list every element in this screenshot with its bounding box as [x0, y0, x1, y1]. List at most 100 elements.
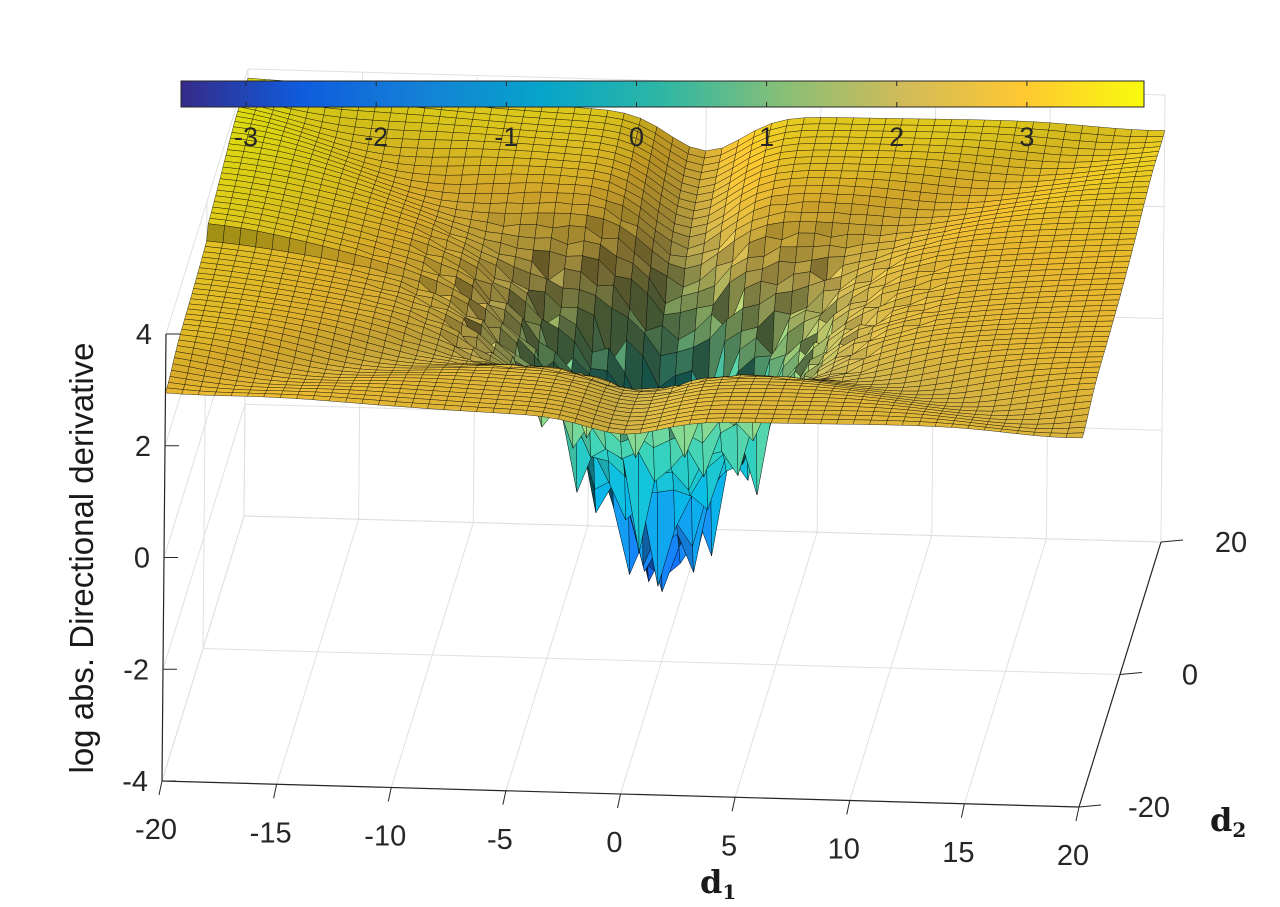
colorbar-gradient	[180, 80, 1145, 108]
surface-patch	[525, 174, 545, 184]
surface-patch	[729, 396, 748, 401]
surface-patch	[414, 156, 433, 167]
surface-patch	[339, 374, 358, 378]
surface-patch	[1069, 295, 1089, 302]
surface-patch	[778, 246, 798, 264]
surface-patch	[1097, 187, 1117, 195]
surface-patch	[837, 185, 856, 196]
surface-patch	[377, 400, 397, 407]
surface-patch	[1118, 232, 1138, 240]
surface-patch	[854, 415, 873, 421]
surface-patch	[755, 413, 775, 419]
surface-patch	[427, 174, 447, 185]
surface-patch	[810, 156, 829, 164]
surface-patch	[512, 157, 531, 167]
surface-patch	[406, 106, 426, 116]
x-tick-mark	[387, 787, 392, 802]
surface-patch	[1072, 222, 1091, 230]
surface-patch	[848, 130, 868, 138]
surface-patch	[799, 212, 819, 223]
surface-patch	[825, 163, 844, 172]
surface-patch	[865, 214, 884, 226]
surface-patch	[1057, 161, 1076, 169]
surface-patch	[963, 132, 982, 141]
surface-patch	[881, 215, 900, 226]
x-tick-mark	[731, 797, 736, 812]
surface-patch	[1058, 211, 1078, 219]
colorbar-tick-label: 1	[759, 122, 774, 152]
surface-patch	[466, 140, 485, 150]
surface-patch	[1090, 278, 1109, 285]
x-tick-label: 5	[721, 830, 737, 862]
surface-patch	[918, 191, 938, 203]
surface-patch	[1054, 346, 1074, 353]
surface-patch	[1128, 136, 1148, 144]
surface-patch	[726, 404, 745, 410]
surface-patch	[839, 410, 858, 416]
surface-patch	[415, 147, 435, 158]
surface-patch	[1039, 285, 1059, 293]
surface-patch	[966, 119, 985, 127]
surface-patch	[427, 403, 446, 410]
surface-patch	[853, 186, 872, 197]
surface-patch	[1130, 186, 1149, 194]
surface-patch	[1082, 245, 1102, 252]
surface-patch	[1029, 322, 1049, 329]
surface-patch	[371, 374, 391, 378]
surface-patch	[1096, 256, 1115, 263]
surface-patch	[804, 185, 823, 194]
surface-patch	[930, 131, 950, 140]
surface-patch	[1086, 351, 1105, 358]
surface-patch	[826, 156, 846, 164]
surface-patch	[463, 156, 482, 167]
surface-patch	[1070, 228, 1090, 236]
surface-patch	[355, 374, 375, 378]
surface-patch	[1043, 145, 1063, 156]
surface-patch	[837, 414, 857, 421]
surface-patch	[892, 157, 911, 167]
surface-patch	[1112, 192, 1132, 200]
surface-patch	[1083, 305, 1102, 312]
surface-patch	[946, 397, 965, 404]
surface-patch	[1078, 199, 1097, 207]
surface-patch	[830, 136, 850, 144]
surface-patch	[476, 174, 496, 185]
surface-patch	[230, 392, 250, 397]
surface-patch	[839, 170, 859, 179]
surface-patch	[472, 202, 491, 214]
surface-patch	[561, 287, 580, 309]
surface-patch	[773, 409, 793, 415]
surface-patch	[1001, 308, 1020, 315]
surface-patch	[792, 163, 811, 172]
surface-patch	[933, 201, 953, 211]
surface-patch	[1035, 301, 1054, 309]
surface-patch	[807, 170, 826, 178]
surface-patch	[1075, 331, 1095, 338]
surface-patch	[874, 164, 893, 173]
surface-patch	[460, 174, 479, 185]
surface-patch	[727, 400, 747, 406]
surface-patch	[429, 165, 448, 176]
surface-patch	[795, 149, 814, 158]
surface-patch	[543, 166, 563, 176]
surface-patch	[1042, 332, 1062, 339]
surface-patch	[493, 173, 512, 184]
surface-patch	[1076, 267, 1096, 275]
surface-patch	[433, 139, 453, 149]
surface-patch	[748, 388, 767, 393]
surface-patch	[793, 400, 812, 407]
surface-patch	[954, 178, 973, 189]
surface-patch	[803, 418, 823, 425]
surface-patch	[1056, 341, 1075, 348]
surface-patch	[847, 136, 866, 145]
surface-patch	[981, 126, 1000, 135]
surface-patch	[875, 157, 895, 166]
surface-patch	[1018, 241, 1038, 249]
surface-patch	[1103, 288, 1123, 296]
surface-patch	[1072, 284, 1092, 291]
surface-patch	[445, 165, 464, 176]
surface-patch	[1115, 181, 1134, 189]
surface-patch	[976, 405, 995, 412]
surface-patch	[372, 111, 392, 122]
